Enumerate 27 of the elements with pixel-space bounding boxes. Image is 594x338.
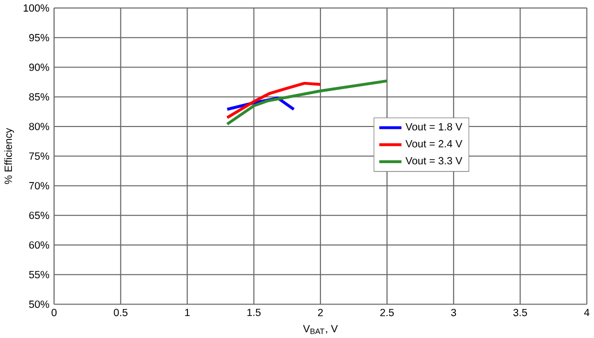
y-tick-label: 100% (24, 4, 50, 12)
y-tick-label: 60% (29, 241, 50, 249)
y-tick-label: 50% (29, 300, 50, 308)
line-series (226, 82, 322, 119)
line-series (226, 79, 388, 126)
y-axis-title: % Efficiency (4, 128, 14, 184)
y-tick-label: 95% (29, 34, 50, 42)
y-tick-label: 75% (29, 152, 50, 160)
x-tick-label: 1 (185, 308, 190, 316)
x-tick-label: 0 (52, 308, 57, 316)
x-tick-label: 2.5 (380, 308, 394, 316)
x-tick-label: 3.5 (513, 308, 527, 316)
y-tick-label: 70% (29, 182, 50, 190)
y-tick-label: 65% (29, 212, 50, 219)
legend-label: Vout = 1.8 V (406, 122, 462, 130)
y-tick-label: 55% (29, 270, 50, 278)
x-tick-label: 3 (451, 308, 456, 316)
x-tick-label: 1.5 (247, 308, 261, 316)
y-tick-label: 90% (29, 63, 50, 71)
x-tick-label: 2 (318, 308, 323, 316)
x-tick-label: 4 (584, 308, 590, 316)
y-tick-label: 85% (29, 93, 50, 100)
legend-label: Vout = 2.4 V (406, 140, 462, 148)
x-tick-label: 0.5 (114, 308, 128, 316)
x-axis-title: V$_{BAT}$, V (303, 324, 338, 334)
y-tick-label: 80% (29, 122, 50, 130)
legend-label: Vout = 3.3 V (406, 156, 462, 164)
